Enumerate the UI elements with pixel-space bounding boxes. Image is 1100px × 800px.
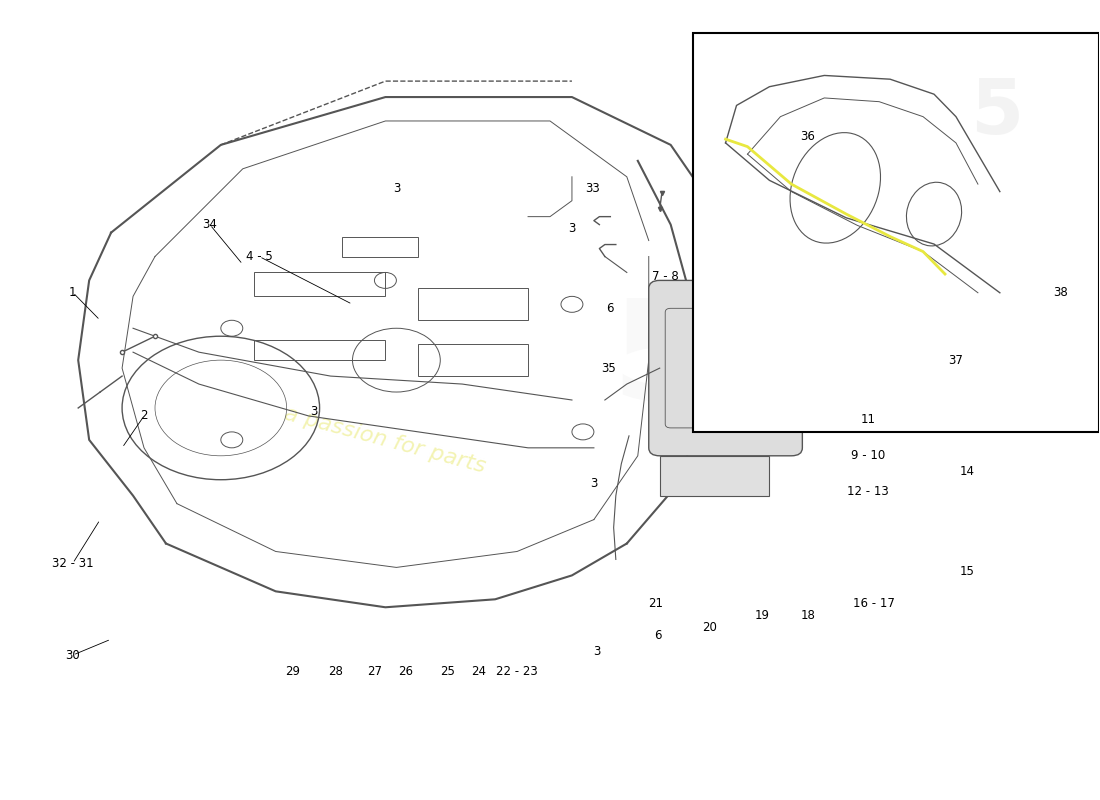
Text: 34: 34: [202, 218, 218, 231]
Text: 3: 3: [310, 406, 318, 418]
Text: 24: 24: [471, 665, 486, 678]
Text: 3: 3: [393, 182, 400, 195]
FancyBboxPatch shape: [649, 281, 802, 456]
Text: 5: 5: [612, 293, 708, 428]
Circle shape: [887, 282, 904, 294]
Circle shape: [887, 314, 904, 326]
Text: 21: 21: [648, 597, 663, 610]
Text: 2: 2: [141, 410, 147, 422]
Circle shape: [704, 312, 748, 344]
Text: 22 - 23: 22 - 23: [496, 665, 538, 678]
Text: 32 - 31: 32 - 31: [52, 557, 94, 570]
Circle shape: [754, 340, 785, 364]
Text: 30: 30: [65, 649, 80, 662]
Text: 25: 25: [440, 665, 455, 678]
Text: 37: 37: [948, 354, 964, 366]
Text: 4 - 5: 4 - 5: [246, 250, 273, 263]
Bar: [254, 273, 385, 296]
Text: 36: 36: [801, 130, 815, 143]
Bar: [693, 34, 1099, 432]
Text: 11: 11: [860, 414, 876, 426]
Text: a passion for parts: a passion for parts: [283, 403, 488, 477]
Text: 5: 5: [970, 76, 1024, 150]
Text: 9 - 10: 9 - 10: [851, 450, 886, 462]
Text: 26: 26: [398, 665, 412, 678]
Text: 18: 18: [801, 609, 815, 622]
Text: 6: 6: [606, 302, 614, 315]
FancyBboxPatch shape: [857, 233, 978, 352]
Bar: [254, 340, 385, 360]
Text: 1: 1: [69, 286, 77, 299]
Text: 35: 35: [601, 362, 616, 374]
Text: 3: 3: [594, 645, 601, 658]
Text: 19: 19: [755, 609, 769, 622]
Text: 38: 38: [1053, 286, 1068, 299]
Text: 7 - 8: 7 - 8: [652, 270, 679, 283]
Text: 3: 3: [591, 478, 597, 490]
Text: 27: 27: [367, 665, 382, 678]
Text: 15: 15: [959, 565, 975, 578]
Text: 3: 3: [569, 222, 575, 235]
Text: 12 - 13: 12 - 13: [847, 485, 889, 498]
Text: 28: 28: [329, 665, 343, 678]
Bar: [660, 456, 769, 496]
Circle shape: [887, 250, 904, 263]
Text: 20: 20: [702, 621, 716, 634]
Text: 33: 33: [585, 182, 601, 195]
Bar: [418, 344, 528, 376]
Bar: [418, 288, 528, 320]
Bar: [341, 237, 418, 257]
Text: 14: 14: [959, 466, 975, 478]
Bar: [890, 257, 945, 328]
Text: 16 - 17: 16 - 17: [852, 597, 894, 610]
Text: 29: 29: [285, 665, 299, 678]
Text: 6: 6: [653, 629, 661, 642]
